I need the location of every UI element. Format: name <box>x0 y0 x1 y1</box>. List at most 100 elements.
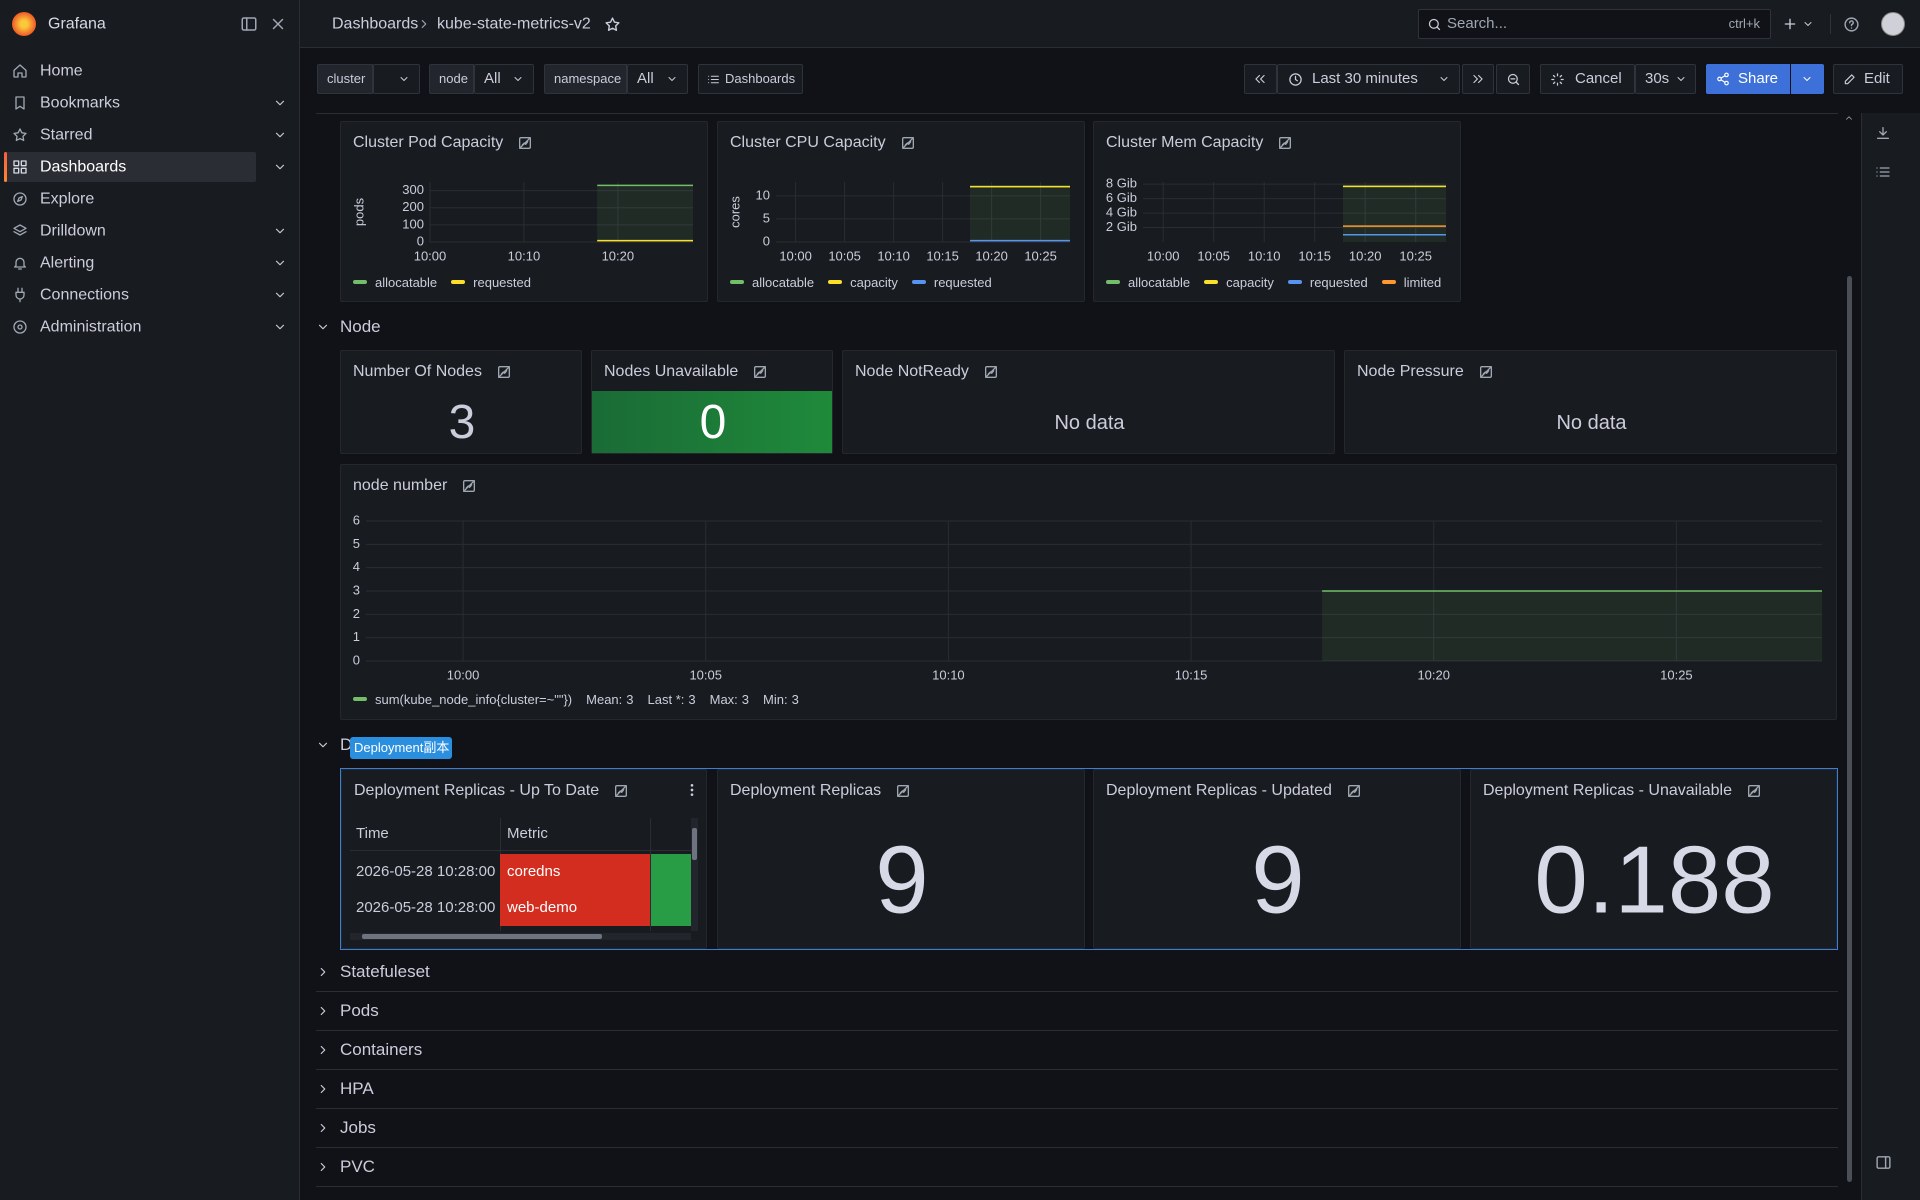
share-menu-button[interactable] <box>1791 64 1824 94</box>
nav-expand[interactable] <box>273 256 287 270</box>
legend-item[interactable]: allocatable <box>353 275 437 290</box>
star-button[interactable] <box>604 16 621 33</box>
stat-background <box>592 391 832 453</box>
page-scrollbar-thumb[interactable] <box>1847 276 1852 1182</box>
legend-swatch <box>1106 280 1120 284</box>
legend-item[interactable]: sum(kube_node_info{cluster=~""}) <box>353 692 572 707</box>
panel-status-icon-glyph <box>1279 137 1292 149</box>
dock-menu-button[interactable] <box>240 15 258 33</box>
panel-menu-button-glyph <box>690 788 694 792</box>
export-button[interactable] <box>1875 125 1891 141</box>
legend: allocatable requested <box>353 272 531 292</box>
stat-panel: Node Pressure No data <box>1344 350 1837 454</box>
nav-item[interactable]: Alerting <box>40 254 95 272</box>
cancel-button[interactable] <box>1540 64 1635 94</box>
nav-expand[interactable] <box>273 320 287 334</box>
row-title[interactable]: Containers <box>340 1039 423 1059</box>
row-toggle[interactable] <box>316 738 330 752</box>
scroll-up[interactable] <box>1844 113 1854 123</box>
edit-icon-glyph <box>1844 74 1855 85</box>
refresh-interval[interactable] <box>1635 64 1696 94</box>
nav-expand[interactable] <box>273 160 287 174</box>
row-toggle-glyph <box>318 324 328 330</box>
search-icon <box>1427 17 1442 32</box>
new-button[interactable] <box>1782 16 1798 32</box>
legend-item[interactable]: requested <box>1287 275 1368 290</box>
row-title[interactable]: Statefuleset <box>340 961 430 981</box>
row-title[interactable]: HPA <box>340 1078 374 1098</box>
row-title[interactable]: PVC <box>340 1156 375 1176</box>
nav-item[interactable]: Dashboards <box>40 158 127 176</box>
avatar[interactable] <box>1881 12 1905 36</box>
dashboards-links-button[interactable] <box>698 64 803 94</box>
close-menu-button[interactable] <box>269 15 287 33</box>
help-button[interactable] <box>1843 16 1860 33</box>
variable-select[interactable] <box>474 64 534 94</box>
row-toggle[interactable] <box>316 1004 330 1018</box>
share-button[interactable] <box>1706 64 1790 94</box>
nav-item[interactable]: Home <box>40 62 83 80</box>
nav-expand[interactable] <box>273 288 287 302</box>
nav-icon-glyph <box>13 192 27 206</box>
outline-button[interactable] <box>1875 164 1891 180</box>
nav-expand[interactable] <box>273 96 287 110</box>
legend-stat: Max: 3 <box>710 692 749 707</box>
table-scrollbar-v-thumb[interactable] <box>692 828 697 860</box>
legend-item[interactable]: allocatable <box>1106 275 1190 290</box>
row-toggle[interactable] <box>316 1043 330 1057</box>
row-toggle-glyph <box>320 1045 326 1055</box>
legend-item[interactable]: requested <box>911 275 992 290</box>
nav-item[interactable]: Starred <box>40 126 93 144</box>
row-toggle[interactable] <box>316 1082 330 1096</box>
legend-item[interactable]: capacity <box>1204 275 1274 290</box>
table-column-header[interactable]: Time <box>356 825 389 842</box>
legend-item[interactable]: capacity <box>828 275 898 290</box>
time-picker[interactable] <box>1277 64 1460 94</box>
legend-item[interactable]: limited <box>1381 275 1441 290</box>
search-placeholder: Search... <box>1447 15 1508 32</box>
row-title[interactable]: Node <box>340 316 381 336</box>
panel-menu-button-glyph <box>690 784 694 796</box>
nav-expand[interactable] <box>273 224 287 238</box>
table-column-header[interactable]: Metric <box>507 825 548 842</box>
row-title[interactable]: Pods <box>340 1000 379 1020</box>
panel-menu-button[interactable] <box>684 782 700 798</box>
variable-select[interactable] <box>627 64 688 94</box>
toggle-pane-button[interactable] <box>1875 1154 1892 1171</box>
variable-select[interactable] <box>373 64 420 94</box>
nav-item[interactable]: Explore <box>40 190 95 208</box>
panel-status-icon-glyph <box>984 366 997 378</box>
row-toggle[interactable] <box>316 1121 330 1135</box>
search-box[interactable] <box>1418 9 1771 39</box>
nav-item[interactable]: Bookmarks <box>40 94 121 112</box>
nav-expand-glyph <box>275 164 285 170</box>
x-tick-label: 10:10 <box>877 248 910 263</box>
status-cell <box>651 890 691 926</box>
panel-header: Node Pressure <box>1357 361 1494 383</box>
nav-icon <box>12 287 28 303</box>
legend-stat-value: 3 <box>688 691 696 707</box>
row-title[interactable]: Jobs <box>340 1117 376 1137</box>
panel-header: Deployment Replicas <box>730 780 911 802</box>
nav-item[interactable]: Administration <box>40 318 142 336</box>
new-menu[interactable] <box>1802 18 1814 30</box>
row-toggle[interactable] <box>316 1160 330 1174</box>
legend-item[interactable]: requested <box>451 275 531 290</box>
row-selection-outline <box>340 768 1838 950</box>
nav-expand-glyph <box>275 260 285 266</box>
new-button-glyph <box>1784 18 1796 30</box>
stat-no-data: No data <box>1556 412 1627 434</box>
breadcrumb-link[interactable]: Dashboards <box>332 15 419 33</box>
time-picker-chevron-glyph <box>1440 77 1448 81</box>
edit-button[interactable] <box>1833 64 1903 94</box>
status-cell <box>651 854 691 890</box>
y-tick-label: 0 <box>353 652 360 667</box>
table-scrollbar-h-thumb[interactable] <box>362 934 602 939</box>
table-cell: 2026-05-28 10:28:00 <box>356 899 496 916</box>
nav-item[interactable]: Connections <box>40 286 129 304</box>
row-toggle[interactable] <box>316 965 330 979</box>
legend-item[interactable]: allocatable <box>730 275 814 290</box>
row-toggle[interactable] <box>316 320 330 334</box>
nav-item[interactable]: Drilldown <box>40 222 106 240</box>
nav-expand[interactable] <box>273 128 287 142</box>
